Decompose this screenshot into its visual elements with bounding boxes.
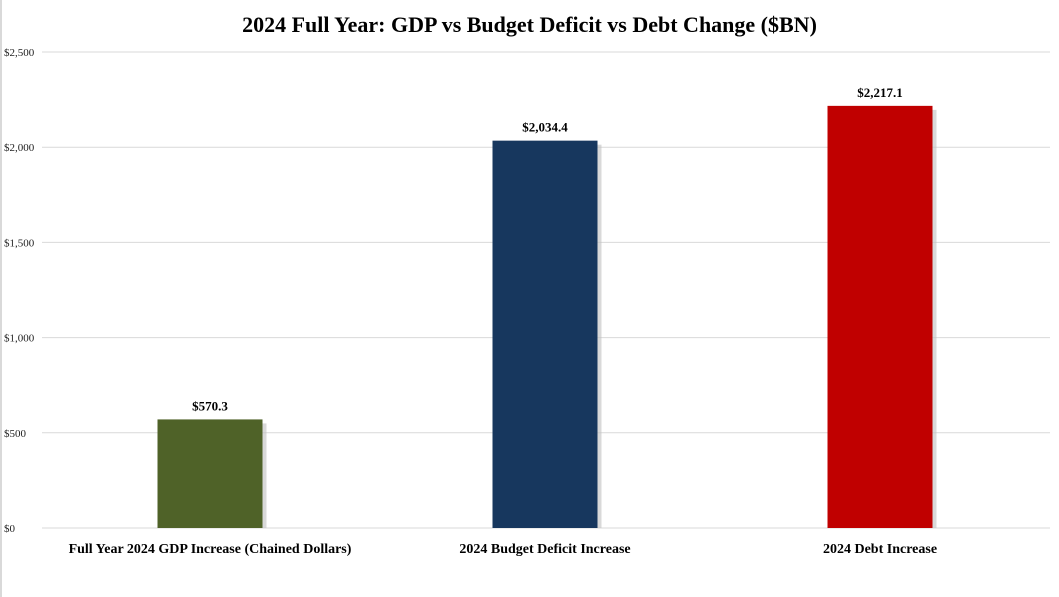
y-tick-label: $1,000 [4, 333, 35, 345]
data-label: $570.3 [192, 398, 228, 413]
y-tick-label: $0 [4, 523, 16, 535]
y-tick-label: $1,500 [4, 237, 35, 249]
data-label: $2,217.1 [857, 85, 903, 100]
y-tick-label: $500 [4, 428, 27, 440]
x-category-label: 2024 Debt Increase [823, 542, 937, 557]
y-tick-label: $2,500 [4, 47, 35, 59]
chart-title: 2024 Full Year: GDP vs Budget Deficit vs… [242, 12, 817, 37]
bar [827, 105, 933, 528]
chart-border [0, 0, 2, 597]
data-label: $2,034.4 [522, 120, 568, 135]
x-category-label: 2024 Budget Deficit Increase [459, 542, 630, 557]
x-category-label: Full Year 2024 GDP Increase (Chained Dol… [69, 542, 352, 557]
y-tick-label: $2,000 [4, 142, 35, 154]
bar [157, 419, 263, 528]
bar [492, 140, 598, 528]
